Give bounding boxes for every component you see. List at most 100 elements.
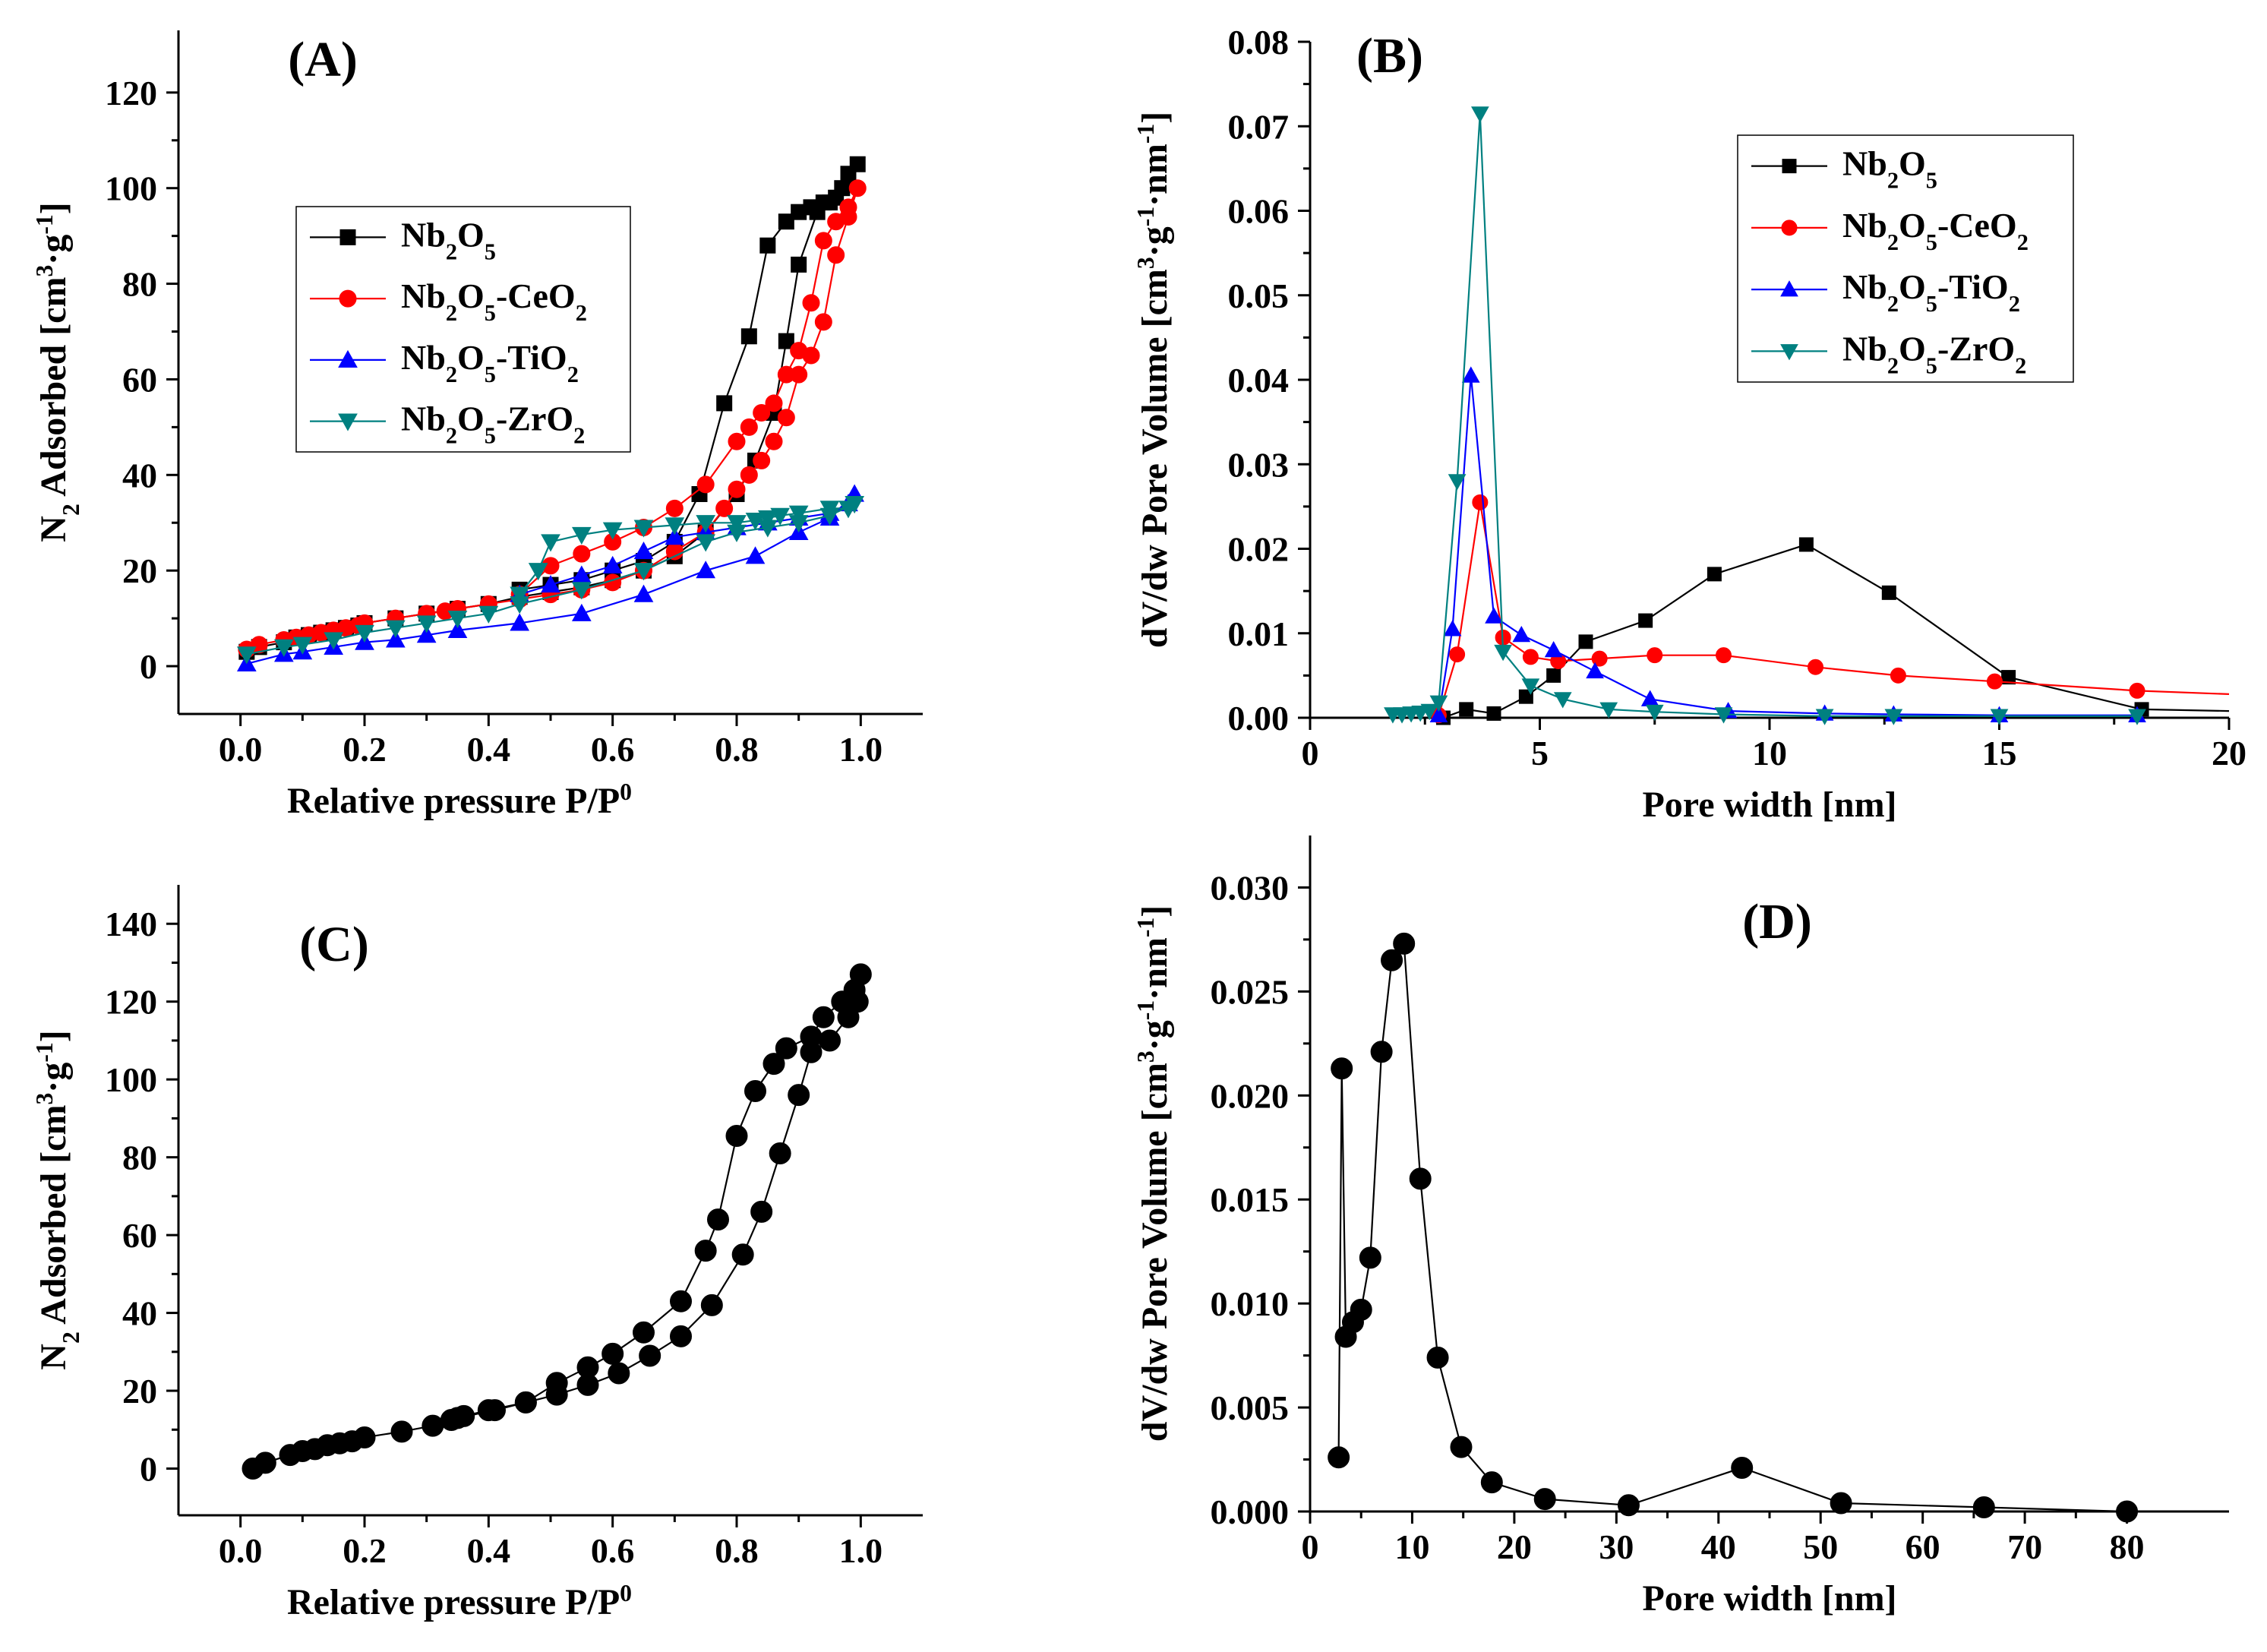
data-point — [1328, 1446, 1350, 1469]
y-tick-label: 0.010 — [1211, 1284, 1290, 1323]
data-point — [848, 179, 867, 197]
data-point — [355, 624, 374, 643]
data-point — [744, 1080, 766, 1103]
legend-marker — [1782, 159, 1797, 174]
y-tick-label: 100 — [105, 169, 157, 208]
data-point — [1591, 650, 1608, 667]
data-point — [707, 1208, 729, 1231]
legend-label: Nb2O5 — [1842, 144, 1937, 194]
y-tick-label: 120 — [105, 983, 157, 1022]
data-point — [1890, 667, 1906, 684]
data-point — [1808, 659, 1823, 675]
data-point — [665, 527, 685, 545]
series-Nb2O5-ZrO2 — [236, 495, 865, 665]
data-point — [528, 563, 548, 581]
y-tick-label: 0.08 — [1228, 23, 1290, 62]
data-point — [725, 1124, 748, 1147]
data-point — [1881, 585, 1896, 600]
x-tick-label: 0.4 — [467, 1531, 511, 1570]
y-tick-label: 0.000 — [1211, 1492, 1290, 1531]
legend-label: Nb2O5-TiO2 — [1842, 267, 2020, 317]
data-point — [753, 451, 771, 469]
panel-label: (D) — [1742, 894, 1812, 949]
data-point — [1370, 1041, 1393, 1063]
data-point — [839, 198, 857, 216]
series-Nb2O5 — [1435, 537, 2230, 725]
series-Nb2O5-CeO2 — [1430, 494, 2230, 724]
data-point — [1420, 703, 1439, 721]
data-point — [1521, 678, 1540, 695]
legend: Nb2O5 Nb2O5-CeO2 Nb2O5-TiO2 Nb2O5-ZrO2 — [1737, 134, 2074, 383]
data-point — [573, 545, 591, 563]
data-point — [639, 1344, 661, 1367]
legend-box — [295, 206, 631, 453]
x-tick-label: 1.0 — [839, 1531, 883, 1570]
data-point — [416, 615, 437, 633]
data-point — [788, 505, 809, 523]
y-tick-label: 0.030 — [1211, 868, 1290, 907]
data-point — [1830, 1492, 1852, 1515]
x-axis-label: Relative pressure P/P0 — [287, 1580, 632, 1623]
panel-B: 0 5 10 15 20 0.00 0.01 0.02 0.03 0.04 0.05 0.06 0.07… — [1132, 23, 2247, 825]
data-point — [447, 611, 468, 629]
data-point — [571, 526, 592, 545]
x-tick-label: 50 — [1803, 1527, 1838, 1566]
y-tick-label: 0.02 — [1228, 530, 1290, 569]
data-point — [1512, 625, 1531, 643]
data-point — [1429, 695, 1448, 712]
data-point — [1815, 709, 1834, 725]
data-point — [790, 342, 808, 360]
data-point — [2129, 682, 2145, 699]
data-point — [478, 605, 499, 624]
data-point — [1640, 690, 1659, 706]
data-point — [740, 418, 758, 436]
y-tick-label: 0.03 — [1228, 445, 1290, 484]
data-point — [1522, 649, 1539, 665]
data-point — [601, 1342, 624, 1365]
y-tick-label: 20 — [122, 551, 157, 590]
legend-label: Nb2O5-CeO2 — [1842, 206, 2029, 255]
data-point — [1461, 366, 1480, 383]
data-point — [750, 1200, 773, 1223]
data-point — [633, 541, 654, 560]
panel-label: (B) — [1356, 28, 1423, 84]
y-tick-label: 140 — [105, 905, 157, 943]
series-sample — [1328, 932, 2139, 1523]
data-point — [694, 1240, 717, 1262]
data-point — [1638, 613, 1653, 628]
data-point — [765, 432, 783, 450]
data-point — [759, 237, 776, 254]
data-point — [1409, 1167, 1432, 1190]
data-point — [728, 480, 746, 498]
data-point — [1393, 932, 1416, 955]
legend-marker — [338, 349, 358, 368]
data-point — [740, 328, 757, 345]
data-point — [778, 333, 794, 349]
y-tick-label: 40 — [122, 456, 157, 494]
panel-A: 0.0 0.2 0.4 0.6 0.8 1.0 0 20 40 60 80 100 120 Relativ… — [31, 30, 923, 821]
data-point — [827, 246, 845, 264]
data-point — [1331, 1057, 1353, 1080]
y-tick-label: 20 — [122, 1372, 157, 1410]
data-point — [1480, 1471, 1503, 1494]
data-point — [819, 1029, 841, 1052]
series-line — [1443, 543, 2230, 719]
data-point — [775, 1037, 797, 1060]
legend-marker — [338, 413, 358, 431]
panel-label: (A) — [288, 32, 358, 87]
y-tick-label: 0.005 — [1211, 1388, 1290, 1427]
x-tick-label: 0.2 — [343, 730, 387, 769]
x-tick-label: 0.6 — [591, 730, 635, 769]
data-point — [633, 563, 654, 581]
data-point — [696, 561, 716, 579]
y-axis-label: N2 Adsorbed [cm3·g-1] — [31, 202, 84, 542]
x-tick-label: 0.2 — [343, 1531, 387, 1570]
y-tick-label: 0.015 — [1211, 1180, 1290, 1219]
data-point — [1586, 662, 1604, 679]
data-point — [696, 475, 715, 494]
data-point — [665, 517, 685, 535]
data-point — [2128, 709, 2146, 725]
data-point — [1714, 707, 1733, 724]
x-axis-label: Pore width [nm] — [1642, 785, 1896, 825]
